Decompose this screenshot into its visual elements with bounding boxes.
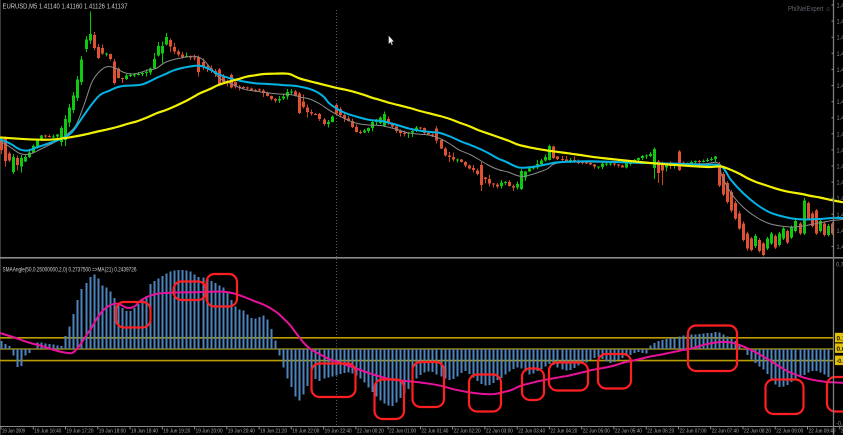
svg-text:19 Jun 21:20: 19 Jun 21:20 [260, 429, 287, 435]
svg-text:22 Jun 08:20: 22 Jun 08:20 [744, 429, 771, 435]
svg-text:0.7326: 0.7326 [836, 262, 843, 269]
svg-text:SMAAngle(50,0.25000000,2,0) 0.: SMAAngle(50,0.25000000,2,0) 0.2737500 =>… [3, 268, 138, 274]
svg-text:22 Jun 07:40: 22 Jun 07:40 [712, 429, 739, 435]
svg-text:22 Jun 00:20: 22 Jun 00:20 [357, 429, 384, 435]
svg-text:22 Jun 10:20: 22 Jun 10:20 [841, 429, 843, 435]
svg-text:-0.4590: -0.4590 [836, 421, 843, 428]
svg-text:22 Jun 09:40: 22 Jun 09:40 [809, 429, 836, 435]
svg-text:19 Jun 2009: 19 Jun 2009 [2, 429, 25, 435]
svg-text:-0.1: -0.1 [837, 358, 843, 365]
svg-text:EURUSD,M5 1.41140 1.41160 1.4: EURUSD,M5 1.41140 1.41160 1.41126 1.4113… [3, 4, 128, 11]
svg-text:1.4165: 1.4165 [837, 83, 843, 90]
svg-text:22 Jun 01:40: 22 Jun 01:40 [421, 429, 448, 435]
svg-text:1.4125: 1.4125 [837, 212, 843, 219]
svg-text:19 Jun 18:00: 19 Jun 18:00 [99, 429, 126, 435]
svg-text:1.4135: 1.4135 [837, 180, 843, 187]
svg-text:1.4130: 1.4130 [837, 196, 843, 203]
svg-text:22 Jun 05:40: 22 Jun 05:40 [615, 429, 642, 435]
svg-text:1.4160: 1.4160 [837, 99, 843, 106]
svg-text:22 Jun 06:20: 22 Jun 06:20 [647, 429, 674, 435]
svg-text:19 Jun 22:00: 19 Jun 22:00 [292, 429, 319, 435]
svg-text:1.4185: 1.4185 [837, 19, 843, 26]
svg-text:22 Jun 04:20: 22 Jun 04:20 [550, 429, 577, 435]
svg-text:22 Jun 05:00: 22 Jun 05:00 [583, 429, 610, 435]
svg-text:0.1: 0.1 [837, 335, 843, 342]
svg-text:22 Jun 03:00: 22 Jun 03:00 [486, 429, 513, 435]
svg-text:1.4140: 1.4140 [837, 164, 843, 171]
svg-text:0.0: 0.0 [837, 346, 843, 353]
svg-text:1.4180: 1.4180 [837, 35, 843, 42]
svg-text:19 Jun 20:00: 19 Jun 20:00 [196, 429, 223, 435]
svg-text:1.4170: 1.4170 [837, 67, 843, 74]
svg-text:1.4175: 1.4175 [837, 51, 843, 58]
svg-text:1.4155: 1.4155 [837, 115, 843, 122]
svg-text:22 Jun 07:00: 22 Jun 07:00 [680, 429, 707, 435]
svg-text:PhilNelExpert ☺: PhilNelExpert ☺ [788, 6, 831, 13]
svg-text:22 Jun 03:40: 22 Jun 03:40 [518, 429, 545, 435]
svg-text:19 Jun 22:40: 19 Jun 22:40 [325, 429, 352, 435]
svg-text:22 Jun 01:00: 22 Jun 01:00 [389, 429, 416, 435]
svg-text:1.4120: 1.4120 [837, 228, 843, 235]
svg-text:1.4190: 1.4190 [837, 3, 843, 10]
svg-text:19 Jun 18:40: 19 Jun 18:40 [131, 429, 158, 435]
svg-text:22 Jun 09:00: 22 Jun 09:00 [776, 429, 803, 435]
svg-text:1.4115: 1.4115 [837, 244, 843, 251]
svg-text:22 Jun 02:20: 22 Jun 02:20 [454, 429, 481, 435]
svg-text:19 Jun 17:20: 19 Jun 17:20 [67, 429, 94, 435]
svg-text:1.4145: 1.4145 [837, 147, 843, 154]
svg-text:19 Jun 20:40: 19 Jun 20:40 [228, 429, 255, 435]
svg-text:19 Jun 19:20: 19 Jun 19:20 [163, 429, 190, 435]
svg-text:19 Jun 16:40: 19 Jun 16:40 [34, 429, 61, 435]
svg-text:1.4150: 1.4150 [837, 131, 843, 138]
